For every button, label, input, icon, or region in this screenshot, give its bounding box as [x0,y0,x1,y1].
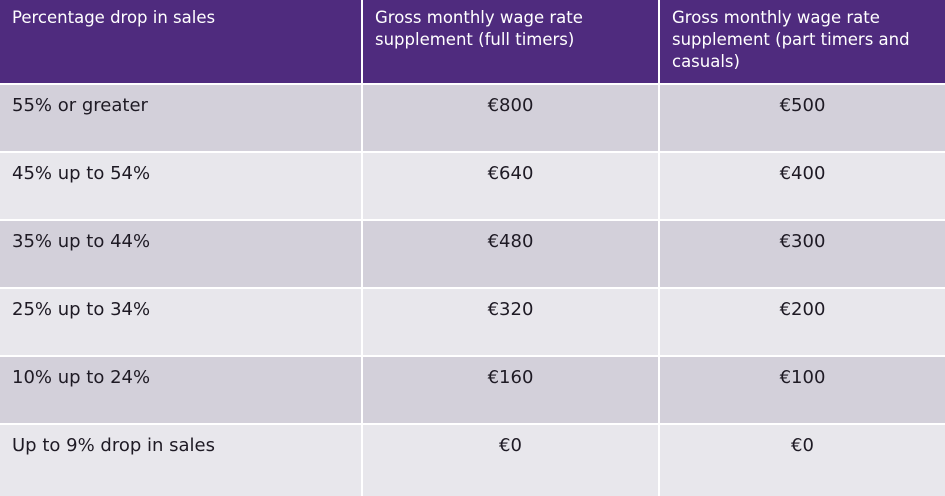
table-row: 10% up to 24% €160 €100 [0,356,945,425]
cell-percentage-drop: 45% up to 54% [0,152,363,221]
table-header: Percentage drop in sales Gross monthly w… [0,0,945,85]
cell-part-timers: €300 [659,220,945,289]
cell-part-timers: €200 [659,288,945,357]
cell-percentage-drop: 10% up to 24% [0,356,363,425]
table-row: 55% or greater €800 €500 [0,84,945,153]
cell-full-timers: €640 [362,152,660,221]
header-part-timers: Gross monthly wage rate supplement (part… [659,0,945,85]
cell-full-timers: €320 [362,288,660,357]
table-row: 35% up to 44% €480 €300 [0,220,945,289]
cell-percentage-drop: 55% or greater [0,84,363,153]
header-percentage-drop: Percentage drop in sales [0,0,363,85]
cell-full-timers: €0 [362,424,660,496]
table-row: 25% up to 34% €320 €200 [0,288,945,357]
cell-percentage-drop: 35% up to 44% [0,220,363,289]
cell-part-timers: €500 [659,84,945,153]
header-full-timers: Gross monthly wage rate supplement (full… [362,0,660,85]
cell-percentage-drop: Up to 9% drop in sales [0,424,363,496]
cell-part-timers: €0 [659,424,945,496]
cell-part-timers: €100 [659,356,945,425]
header-row: Percentage drop in sales Gross monthly w… [0,0,945,85]
cell-full-timers: €160 [362,356,660,425]
table-row: Up to 9% drop in sales €0 €0 [0,424,945,496]
table-body: 55% or greater €800 €500 45% up to 54% €… [0,84,945,496]
cell-percentage-drop: 25% up to 34% [0,288,363,357]
cell-part-timers: €400 [659,152,945,221]
cell-full-timers: €800 [362,84,660,153]
cell-full-timers: €480 [362,220,660,289]
table-row: 45% up to 54% €640 €400 [0,152,945,221]
